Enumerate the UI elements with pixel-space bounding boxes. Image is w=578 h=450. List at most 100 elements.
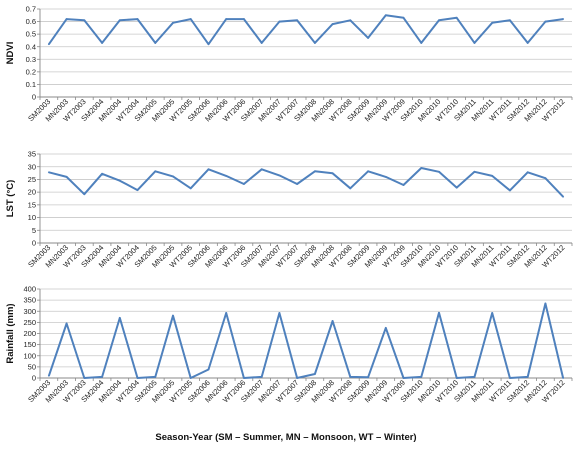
data-point bbox=[367, 37, 369, 39]
data-point bbox=[154, 170, 157, 173]
data-point bbox=[331, 320, 334, 322]
y-tick-label: 30 bbox=[28, 162, 36, 171]
y-tick-label: 0.2 bbox=[26, 67, 36, 76]
y-tick-label: 100 bbox=[23, 351, 36, 360]
data-point bbox=[83, 19, 86, 22]
y-tick-label: 15 bbox=[28, 200, 36, 209]
data-point bbox=[384, 14, 387, 17]
data-point bbox=[83, 377, 86, 379]
data-point bbox=[526, 375, 529, 378]
data-point bbox=[172, 21, 174, 24]
data-point bbox=[207, 168, 210, 171]
data-point bbox=[438, 170, 440, 173]
data-point bbox=[544, 20, 547, 23]
y-tick-label: 0 bbox=[32, 374, 36, 383]
data-point bbox=[473, 170, 476, 173]
y-axis-label: LST (°C) bbox=[5, 180, 16, 218]
data-point bbox=[313, 42, 316, 44]
chart-panel-2: 05101520253035SM2003MN2003WT2003SM2004MN… bbox=[5, 150, 573, 269]
y-tick-label: 0 bbox=[32, 93, 36, 102]
data-point bbox=[47, 374, 50, 377]
y-axis-label: NDVI bbox=[5, 42, 16, 65]
x-axis-label: Season-Year (SM – Summer, MN – Monsoon, … bbox=[155, 432, 416, 443]
data-point bbox=[189, 377, 192, 379]
data-point bbox=[172, 175, 174, 178]
data-point bbox=[101, 375, 103, 378]
data-point bbox=[225, 312, 228, 314]
chart-panel-3: 050100150200250300350400SM2003MN2003WT20… bbox=[5, 285, 573, 443]
data-point bbox=[207, 43, 210, 46]
data-point bbox=[101, 172, 103, 175]
y-tick-label: 0.4 bbox=[26, 42, 36, 51]
data-point bbox=[189, 18, 192, 20]
data-point bbox=[136, 18, 139, 20]
y-tick-label: 0.5 bbox=[26, 30, 36, 39]
data-point bbox=[367, 376, 369, 379]
y-tick-label: 50 bbox=[28, 362, 36, 371]
data-point bbox=[367, 170, 369, 173]
data-point bbox=[544, 302, 547, 305]
data-point bbox=[296, 19, 299, 22]
y-tick-label: 5 bbox=[32, 226, 36, 235]
data-point bbox=[509, 377, 511, 379]
data-point bbox=[491, 312, 494, 314]
data-point bbox=[65, 322, 68, 325]
data-point bbox=[420, 42, 423, 44]
data-point bbox=[526, 42, 529, 44]
y-tick-label: 0.7 bbox=[26, 5, 36, 14]
data-point bbox=[349, 187, 352, 190]
data-point bbox=[189, 187, 192, 190]
data-point bbox=[118, 317, 121, 319]
data-point bbox=[455, 16, 458, 19]
data-point bbox=[438, 19, 440, 22]
data-point bbox=[65, 175, 68, 178]
y-tick-label: 400 bbox=[23, 285, 36, 294]
data-point bbox=[65, 18, 68, 20]
data-point bbox=[225, 174, 228, 177]
y-tick-label: 200 bbox=[23, 329, 36, 338]
data-point bbox=[313, 170, 316, 173]
y-tick-label: 0.3 bbox=[26, 55, 36, 64]
data-point bbox=[349, 375, 352, 378]
y-tick-label: 20 bbox=[28, 188, 36, 197]
data-point bbox=[562, 18, 565, 20]
y-tick-label: 150 bbox=[23, 340, 36, 349]
y-tick-label: 10 bbox=[28, 213, 36, 222]
data-point bbox=[455, 377, 458, 379]
data-point bbox=[260, 42, 263, 44]
y-axis-label: Rainfall (mm) bbox=[5, 303, 16, 363]
data-point bbox=[349, 19, 352, 22]
data-point bbox=[118, 179, 121, 182]
data-point bbox=[526, 171, 529, 174]
data-point bbox=[136, 377, 139, 379]
data-point bbox=[473, 42, 476, 44]
data-point bbox=[331, 172, 334, 175]
data-point bbox=[47, 171, 50, 174]
data-point bbox=[243, 183, 245, 185]
series-line bbox=[48, 14, 564, 46]
data-point bbox=[331, 23, 334, 25]
data-point bbox=[562, 377, 565, 379]
y-tick-label: 0 bbox=[32, 239, 36, 248]
data-point bbox=[420, 167, 423, 169]
series-line bbox=[48, 167, 564, 198]
data-point bbox=[243, 18, 245, 20]
data-point bbox=[296, 183, 299, 185]
data-point bbox=[278, 174, 281, 177]
data-point bbox=[83, 193, 86, 196]
y-tick-label: 0.6 bbox=[26, 17, 36, 26]
y-tick-label: 0.1 bbox=[26, 80, 36, 89]
data-point bbox=[420, 375, 423, 378]
y-tick-label: 35 bbox=[28, 150, 36, 159]
data-point bbox=[455, 186, 458, 189]
data-point bbox=[384, 327, 387, 329]
data-point bbox=[260, 375, 263, 378]
data-point bbox=[384, 175, 387, 178]
data-point bbox=[491, 21, 494, 24]
data-point bbox=[402, 184, 405, 186]
data-point bbox=[118, 19, 121, 22]
data-point bbox=[562, 195, 565, 198]
data-point bbox=[154, 42, 157, 44]
y-tick-label: 350 bbox=[23, 296, 36, 305]
data-point bbox=[438, 311, 440, 314]
